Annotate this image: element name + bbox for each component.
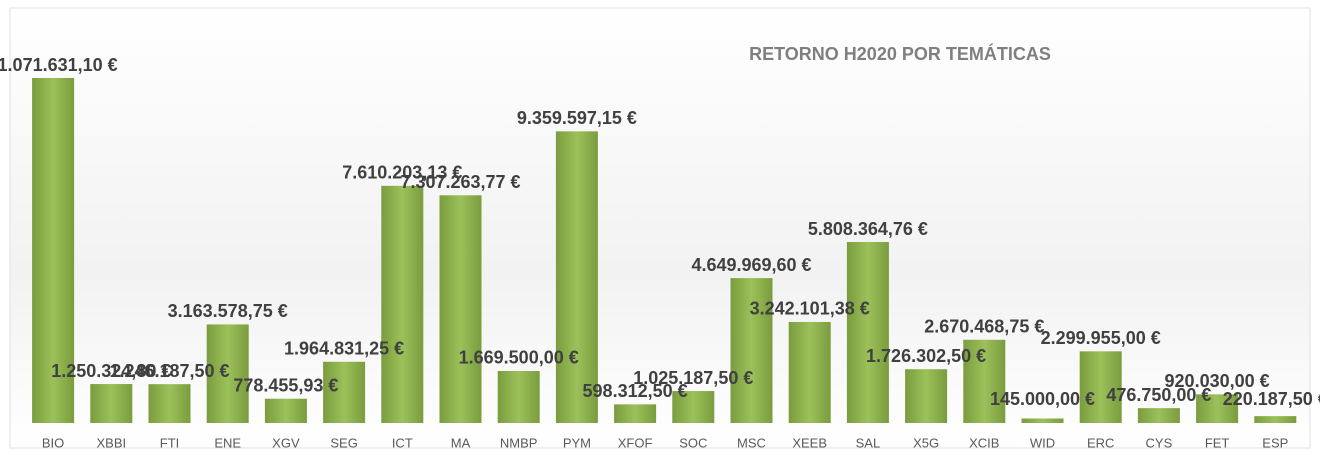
bar	[555, 131, 598, 423]
x-tick-label: SEG	[330, 435, 357, 450]
x-tick-label: XBBI	[96, 435, 126, 450]
bar	[206, 324, 249, 423]
data-label: 1.726.302,50 €	[866, 346, 986, 366]
data-label: 778.455,93 €	[233, 375, 338, 395]
bar	[32, 78, 75, 423]
x-tick-label: NMBP	[500, 435, 538, 450]
bar	[788, 321, 831, 423]
data-label: 220.187,50 €	[1223, 389, 1320, 409]
x-tick-label: SOC	[679, 435, 707, 450]
bar	[1079, 351, 1122, 423]
bar	[264, 398, 307, 423]
x-tick-label: ERC	[1087, 435, 1114, 450]
x-tick-label: SAL	[856, 435, 881, 450]
x-tick-label: ESP	[1262, 435, 1288, 450]
data-label: 9.359.597,15 €	[517, 108, 637, 128]
data-label: 5.808.364,76 €	[808, 219, 928, 239]
x-tick-label: MSC	[737, 435, 766, 450]
x-tick-label: MA	[451, 435, 471, 450]
bar	[381, 185, 424, 423]
data-label: 1.669.500,00 €	[459, 348, 579, 368]
bar	[846, 242, 889, 423]
data-label: 3.242.101,38 €	[750, 299, 870, 319]
data-label: 2.299.955,00 €	[1041, 328, 1161, 348]
data-label: 1.246.187,50 €	[109, 361, 229, 381]
bar	[963, 339, 1006, 423]
data-label: 1.025.187,50 €	[633, 368, 753, 388]
x-tick-label: FET	[1205, 435, 1230, 450]
chart-title: RETORNO H2020 POR TEMÁTICAS	[749, 43, 1051, 64]
x-tick-label: ICT	[392, 435, 413, 450]
bar	[148, 384, 191, 423]
x-tick-label: CYS	[1146, 435, 1173, 450]
bar	[497, 370, 540, 423]
data-label: 598.312,50 €	[583, 381, 688, 401]
bar	[439, 195, 482, 423]
data-label: 3.163.578,75 €	[168, 301, 288, 321]
x-tick-label: XFOF	[618, 435, 653, 450]
bar	[90, 384, 133, 423]
data-label: 920.030,00 €	[1165, 371, 1270, 391]
data-label: 7.307.263,77 €	[400, 172, 520, 192]
x-tick-label: PYM	[563, 435, 591, 450]
data-label: 1.964.831,25 €	[284, 339, 404, 359]
x-tick-label: ENE	[214, 435, 241, 450]
bar	[730, 278, 773, 423]
data-label: 4.649.969,60 €	[691, 255, 811, 275]
bar	[1254, 416, 1297, 423]
data-label: 1.250.324,80 €	[51, 361, 171, 381]
x-tick-label: XCIB	[969, 435, 999, 450]
bar	[905, 369, 948, 423]
x-tick-label: XEEB	[792, 435, 827, 450]
x-tick-label: X5G	[913, 435, 939, 450]
x-tick-label: XGV	[272, 435, 300, 450]
data-label: 7.610.203,13 €	[342, 163, 462, 183]
x-tick-label: FTI	[160, 435, 180, 450]
data-label: 145.000,00 €	[990, 389, 1095, 409]
bar	[672, 391, 715, 423]
data-label: 2.670.468,75 €	[924, 317, 1044, 337]
x-tick-label: BIO	[42, 435, 64, 450]
x-tick-label: WID	[1030, 435, 1055, 450]
bar	[1021, 418, 1064, 423]
bar	[1137, 408, 1180, 423]
data-label: 11.071.631,10 €	[0, 55, 118, 75]
data-label: 476.750,00 €	[1106, 385, 1211, 405]
bar	[1196, 394, 1239, 423]
bar	[323, 361, 366, 423]
bar	[614, 404, 657, 423]
